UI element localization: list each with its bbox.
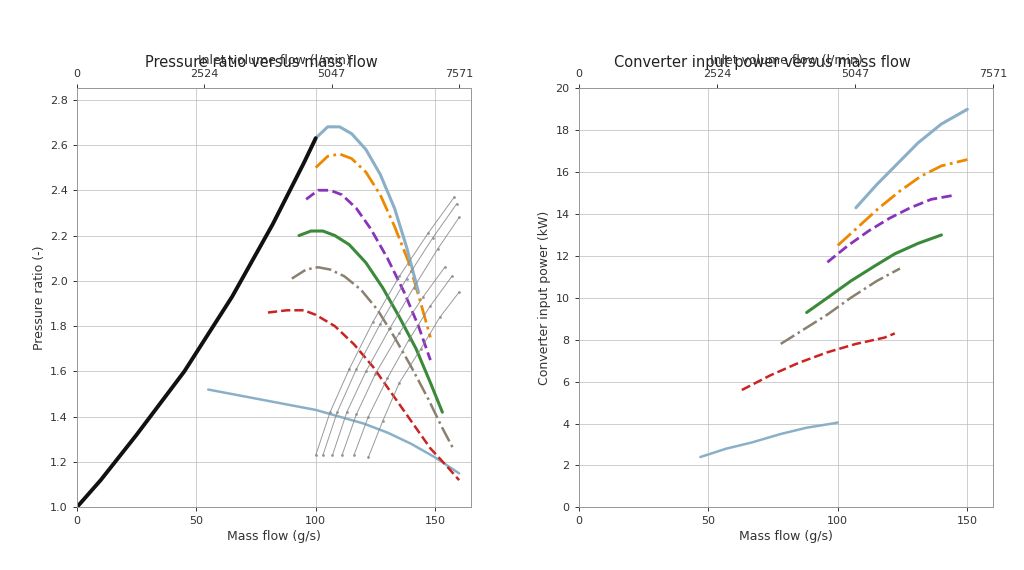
X-axis label: Mass flow (g/s): Mass flow (g/s): [739, 531, 833, 543]
Text: Converter input power versus mass flow: Converter input power versus mass flow: [614, 55, 911, 70]
Y-axis label: Pressure ratio (-): Pressure ratio (-): [33, 246, 46, 350]
X-axis label: Inlet volume flow (l/min): Inlet volume flow (l/min): [710, 54, 862, 67]
Text: Pressure ratio versus mass flow: Pressure ratio versus mass flow: [144, 55, 378, 70]
X-axis label: Inlet volume flow (l/min): Inlet volume flow (l/min): [198, 54, 350, 67]
X-axis label: Mass flow (g/s): Mass flow (g/s): [227, 531, 321, 543]
Y-axis label: Converter input power (kW): Converter input power (kW): [539, 211, 551, 385]
Text: Compressor map: operation with converter CC-3001: Compressor map: operation with converter…: [13, 13, 502, 30]
